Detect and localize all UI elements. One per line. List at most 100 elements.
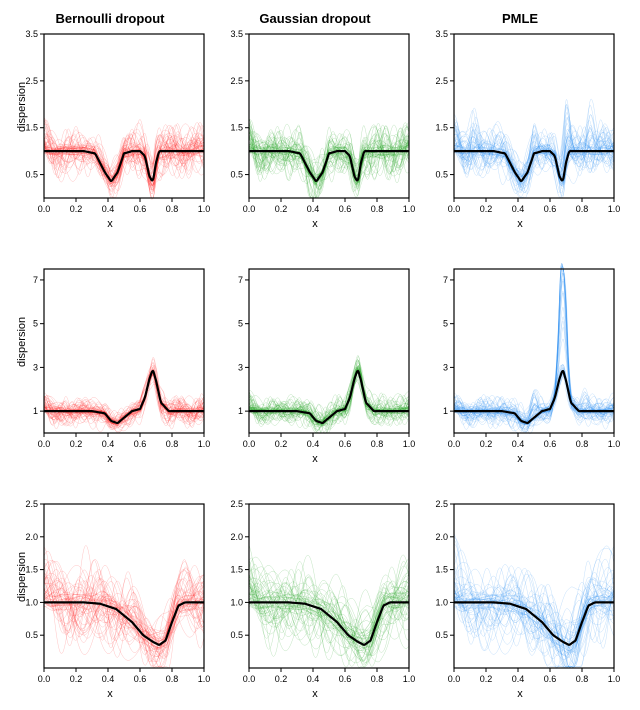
chart-panel: 0.00.20.40.60.81.00.51.52.53.5 (10, 28, 210, 228)
svg-text:1.5: 1.5 (230, 565, 243, 575)
panel-r1-c0: 0.00.20.40.60.81.01357dispersionx (10, 245, 210, 465)
panel-r2-c1: 0.00.20.40.60.81.00.51.01.52.02.5x (215, 480, 415, 700)
panel-r1-c2: 0.00.20.40.60.81.01357x (420, 245, 620, 465)
svg-text:0.2: 0.2 (275, 674, 288, 684)
svg-text:0.2: 0.2 (70, 674, 83, 684)
svg-text:1.0: 1.0 (608, 204, 620, 214)
x-axis-label: x (312, 688, 318, 700)
svg-text:1.0: 1.0 (198, 204, 210, 214)
svg-text:0.2: 0.2 (275, 204, 288, 214)
svg-text:0.4: 0.4 (512, 674, 525, 684)
svg-text:0.5: 0.5 (25, 630, 38, 640)
svg-text:0.8: 0.8 (576, 674, 589, 684)
svg-text:0.5: 0.5 (230, 170, 243, 180)
svg-text:0.5: 0.5 (25, 170, 38, 180)
svg-text:0.8: 0.8 (166, 674, 179, 684)
svg-text:2.5: 2.5 (230, 76, 243, 86)
svg-text:5: 5 (443, 319, 448, 329)
chart-panel: 0.00.20.40.60.81.00.51.01.52.02.5 (215, 498, 415, 698)
x-axis-label: x (107, 453, 113, 465)
svg-text:0.0: 0.0 (243, 674, 256, 684)
svg-text:1.0: 1.0 (608, 674, 620, 684)
svg-text:1.5: 1.5 (435, 565, 448, 575)
svg-text:2.0: 2.0 (435, 532, 448, 542)
svg-text:0.8: 0.8 (166, 439, 179, 449)
svg-text:1: 1 (33, 406, 38, 416)
x-axis-label: x (517, 688, 523, 700)
chart-panel: 0.00.20.40.60.81.00.51.01.52.02.5 (10, 498, 210, 698)
column-title: Gaussian dropout (215, 10, 415, 28)
svg-text:1.0: 1.0 (435, 597, 448, 607)
svg-text:3.5: 3.5 (230, 29, 243, 39)
svg-text:1.0: 1.0 (198, 439, 210, 449)
panel-r0-c0: Bernoulli dropout0.00.20.40.60.81.00.51.… (10, 10, 210, 230)
x-axis-label: x (107, 688, 113, 700)
svg-text:0.0: 0.0 (38, 674, 51, 684)
panel-r2-c2: 0.00.20.40.60.81.00.51.01.52.02.5x (420, 480, 620, 700)
x-axis-label: x (312, 453, 318, 465)
svg-text:1.0: 1.0 (403, 439, 415, 449)
svg-text:1.5: 1.5 (230, 123, 243, 133)
svg-text:3: 3 (443, 362, 448, 372)
svg-text:2.0: 2.0 (25, 532, 38, 542)
y-axis-label: dispersion (16, 317, 28, 367)
svg-text:1.0: 1.0 (198, 674, 210, 684)
svg-text:0.8: 0.8 (166, 204, 179, 214)
column-title: PMLE (420, 10, 620, 28)
svg-text:0.6: 0.6 (544, 204, 557, 214)
svg-text:0.8: 0.8 (371, 674, 384, 684)
svg-text:0.5: 0.5 (230, 630, 243, 640)
svg-text:3.5: 3.5 (25, 29, 38, 39)
x-axis-label: x (312, 218, 318, 230)
svg-text:3.5: 3.5 (435, 29, 448, 39)
x-axis-label: x (517, 218, 523, 230)
svg-text:0.0: 0.0 (38, 439, 51, 449)
svg-text:0.2: 0.2 (70, 439, 83, 449)
svg-text:2.0: 2.0 (230, 532, 243, 542)
svg-text:0.2: 0.2 (480, 674, 493, 684)
chart-panel: 0.00.20.40.60.81.00.51.01.52.02.5 (420, 498, 620, 698)
svg-text:0.6: 0.6 (339, 204, 352, 214)
svg-text:1.0: 1.0 (403, 204, 415, 214)
svg-text:0.8: 0.8 (576, 439, 589, 449)
svg-text:0.4: 0.4 (102, 204, 115, 214)
panel-r2-c0: 0.00.20.40.60.81.00.51.01.52.02.5dispers… (10, 480, 210, 700)
panel-r0-c1: Gaussian dropout0.00.20.40.60.81.00.51.5… (215, 10, 415, 230)
svg-text:0.4: 0.4 (102, 439, 115, 449)
svg-text:0.8: 0.8 (371, 439, 384, 449)
svg-text:0.8: 0.8 (576, 204, 589, 214)
svg-text:0.0: 0.0 (448, 439, 461, 449)
panel-r1-c1: 0.00.20.40.60.81.01357x (215, 245, 415, 465)
y-axis-label: dispersion (16, 552, 28, 602)
panel-r0-c2: PMLE0.00.20.40.60.81.00.51.52.53.5x (420, 10, 620, 230)
svg-text:0.6: 0.6 (544, 674, 557, 684)
svg-text:0.6: 0.6 (544, 439, 557, 449)
svg-text:0.0: 0.0 (38, 204, 51, 214)
svg-text:0.0: 0.0 (448, 674, 461, 684)
svg-text:0.4: 0.4 (307, 439, 320, 449)
svg-text:0.6: 0.6 (134, 439, 147, 449)
svg-text:0.4: 0.4 (102, 674, 115, 684)
svg-text:0.4: 0.4 (307, 204, 320, 214)
svg-text:3: 3 (33, 362, 38, 372)
svg-text:0.2: 0.2 (480, 204, 493, 214)
svg-text:2.5: 2.5 (435, 76, 448, 86)
svg-text:1: 1 (238, 406, 243, 416)
svg-text:1: 1 (443, 406, 448, 416)
svg-text:1.0: 1.0 (403, 674, 415, 684)
svg-text:0.2: 0.2 (275, 439, 288, 449)
chart-panel: 0.00.20.40.60.81.01357 (420, 263, 620, 463)
svg-text:0.4: 0.4 (512, 204, 525, 214)
svg-text:0.2: 0.2 (70, 204, 83, 214)
svg-text:0.0: 0.0 (243, 204, 256, 214)
svg-text:1.0: 1.0 (608, 439, 620, 449)
chart-panel: 0.00.20.40.60.81.01357 (215, 263, 415, 463)
svg-text:7: 7 (443, 275, 448, 285)
svg-text:0.2: 0.2 (480, 439, 493, 449)
svg-text:0.5: 0.5 (435, 630, 448, 640)
svg-text:7: 7 (238, 275, 243, 285)
svg-text:1.5: 1.5 (435, 123, 448, 133)
svg-text:0.4: 0.4 (307, 674, 320, 684)
svg-text:0.6: 0.6 (134, 674, 147, 684)
svg-text:2.5: 2.5 (230, 499, 243, 509)
